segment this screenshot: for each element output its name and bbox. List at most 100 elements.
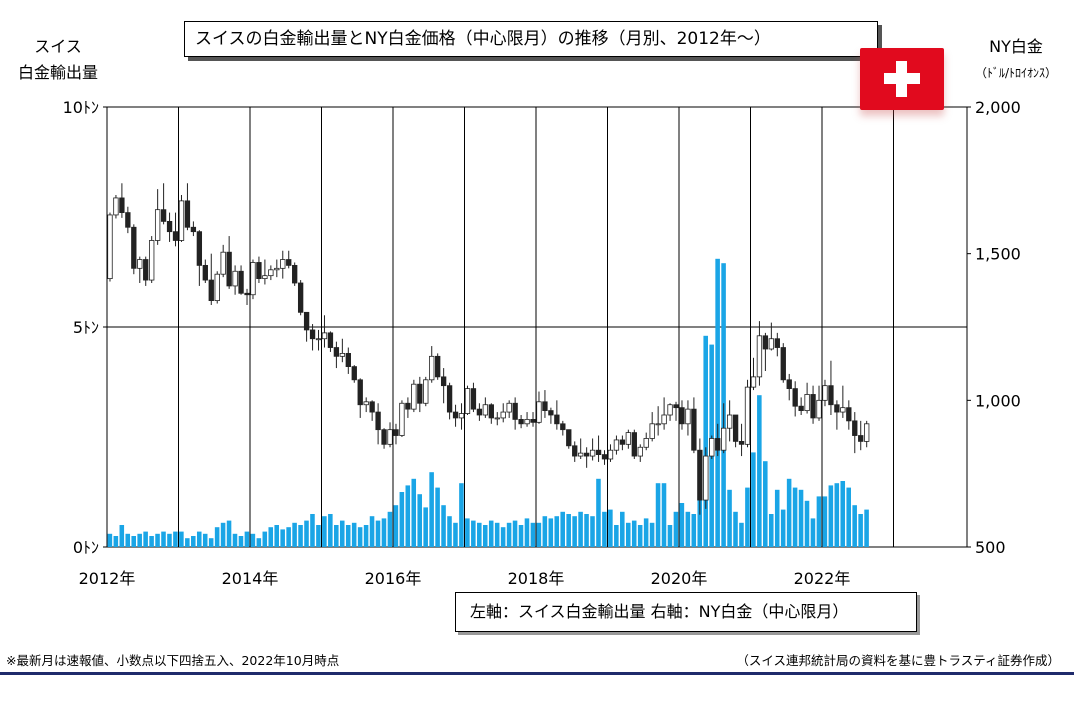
left-axis-title-line2: 白金輸出量 [17, 63, 98, 82]
export-bar [477, 522, 482, 547]
candle-body [184, 200, 191, 228]
x-axis-tick-label: 2020年 [651, 569, 708, 588]
export-bar [691, 514, 697, 547]
candle-body [649, 423, 655, 439]
export-bar [351, 522, 357, 547]
candle-body [446, 385, 453, 413]
export-bar [357, 527, 363, 547]
export-bar [334, 525, 339, 547]
export-bar [369, 516, 375, 547]
candle-body [202, 264, 208, 281]
export-bar [191, 536, 196, 547]
export-bar [792, 487, 798, 547]
export-bar [494, 522, 500, 547]
export-bar [518, 525, 524, 547]
export-bar [786, 478, 792, 547]
export-bar [834, 483, 840, 547]
candle-body [768, 338, 775, 350]
candle-body [673, 404, 679, 409]
export-bar [173, 531, 178, 547]
candle-body [560, 423, 566, 431]
export-bar [441, 505, 446, 547]
candle-body [786, 379, 792, 389]
candle-body [721, 427, 727, 451]
export-bar [161, 531, 166, 547]
candle-body [583, 452, 590, 457]
candle-body [732, 414, 739, 442]
export-bar [602, 511, 607, 547]
right-axis-tick-label: 2,000 [975, 98, 1021, 117]
candle-body [435, 355, 441, 378]
candle-body [697, 449, 703, 501]
x-axis-tick-label: 2018年 [508, 569, 565, 588]
candle-body [417, 383, 423, 404]
export-bar [119, 525, 125, 547]
candle-body [208, 279, 214, 302]
candle-body [595, 449, 602, 456]
export-bar [214, 527, 220, 547]
candle-body [756, 335, 763, 378]
export-bar [387, 511, 393, 547]
candle-body [494, 417, 500, 420]
candle-body [166, 220, 173, 233]
x-axis-tick-label: 2022年 [794, 569, 851, 588]
export-bar [232, 533, 238, 547]
candle-body [536, 401, 542, 423]
candle-body [363, 401, 369, 406]
candle-body [506, 402, 512, 413]
export-bar [846, 487, 851, 547]
candle-body [637, 446, 643, 457]
export-bar [667, 525, 673, 547]
export-bar [399, 492, 405, 547]
axis-ticks: 0ﾄﾝ 5ﾄﾝ 10ﾄﾝ 500 1,000 1,500 2,000 2012年 2014年 20… [63, 98, 1021, 588]
candle-body [470, 388, 477, 410]
export-bar [643, 518, 649, 547]
candle-body [238, 270, 244, 294]
chart-grid [106, 106, 968, 548]
candle-body [286, 259, 292, 266]
candle-body [440, 376, 447, 387]
candle-body [315, 338, 322, 341]
export-bar [554, 516, 560, 547]
export-bar [328, 514, 333, 547]
candle-body [524, 418, 530, 425]
candle-body [125, 212, 131, 228]
export-bar [155, 533, 160, 547]
footnote-source: （スイス連邦統計局の資料を基に豊トラスティ証券作成） [736, 653, 1060, 668]
export-bar [459, 483, 464, 547]
right-axis-title-line1: NY白金 [989, 37, 1043, 56]
candle-body [226, 251, 232, 287]
candle-body [303, 311, 310, 331]
export-bar [828, 485, 834, 547]
candle-body [250, 262, 256, 296]
right-axis-tick-label: 1,500 [975, 245, 1021, 264]
candle-body [530, 418, 536, 423]
candle-body [405, 402, 411, 410]
candle-body [613, 439, 620, 451]
export-bar [673, 511, 679, 547]
export-bar [596, 478, 601, 547]
candle-body [256, 262, 262, 280]
export-bar [506, 522, 512, 547]
export-bar [280, 529, 285, 547]
candle-body [381, 429, 387, 445]
candle-body [500, 411, 506, 419]
export-bar [202, 533, 208, 547]
export-bar [733, 511, 738, 547]
export-bar [774, 489, 780, 547]
export-bar [578, 511, 583, 547]
export-bar [488, 520, 494, 547]
export-bar [757, 395, 762, 547]
export-bar [310, 514, 315, 547]
export-bar [143, 531, 148, 547]
export-bar [465, 518, 470, 547]
export-bar [196, 531, 202, 547]
candle-body [828, 385, 834, 406]
export-bar [286, 527, 291, 547]
export-bar [125, 533, 131, 547]
export-bar [405, 485, 411, 547]
candle-body [160, 209, 167, 222]
export-bar [471, 520, 476, 547]
export-bar [852, 505, 857, 547]
candle-body [852, 420, 858, 436]
